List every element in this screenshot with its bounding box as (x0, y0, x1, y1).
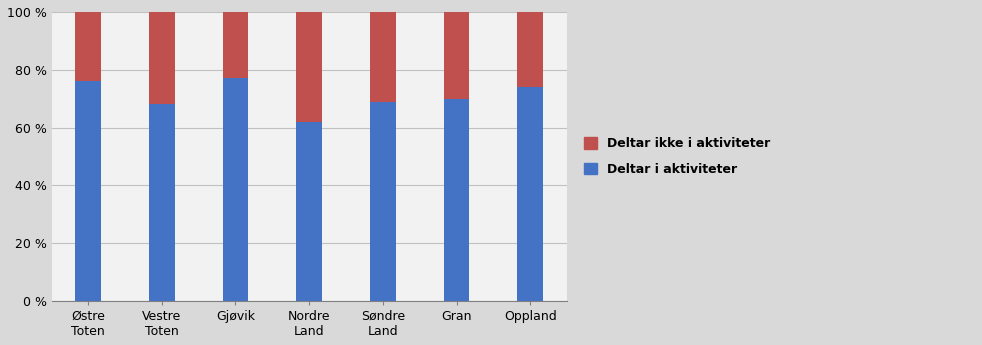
Bar (518, 12, 543, 87)
Bar (518, 87, 543, 301)
Bar (370, 12, 396, 101)
Bar (297, 122, 322, 301)
Bar (223, 78, 248, 301)
Bar (297, 12, 322, 122)
Bar (223, 12, 248, 78)
Bar (370, 101, 396, 301)
Bar (444, 12, 469, 99)
Legend: Deltar ikke i aktiviteter, Deltar i aktiviteter: Deltar ikke i aktiviteter, Deltar i akti… (578, 131, 776, 182)
Bar (75, 12, 101, 81)
Bar (149, 105, 175, 301)
Bar (75, 81, 101, 301)
Bar (149, 12, 175, 105)
Bar (444, 99, 469, 301)
